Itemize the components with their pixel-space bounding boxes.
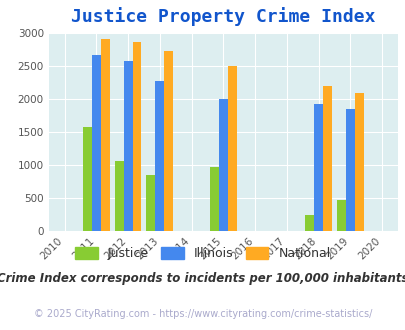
Bar [336, 200, 345, 231]
Bar [209, 167, 218, 231]
Bar [124, 61, 132, 231]
Bar [100, 39, 109, 231]
Bar [345, 109, 354, 231]
Bar [115, 161, 124, 231]
Text: © 2025 CityRating.com - https://www.cityrating.com/crime-statistics/: © 2025 CityRating.com - https://www.city… [34, 309, 371, 319]
Bar [227, 66, 236, 231]
Title: Justice Property Crime Index: Justice Property Crime Index [71, 7, 375, 26]
Bar [305, 214, 313, 231]
Bar [313, 104, 322, 231]
Bar [132, 42, 141, 231]
Bar [92, 55, 100, 231]
Legend: Justice, Illinois, National: Justice, Illinois, National [70, 242, 335, 265]
Text: Crime Index corresponds to incidents per 100,000 inhabitants: Crime Index corresponds to incidents per… [0, 272, 405, 285]
Bar [146, 175, 155, 231]
Bar [83, 127, 92, 231]
Bar [322, 86, 331, 231]
Bar [354, 93, 363, 231]
Bar [164, 51, 173, 231]
Bar [218, 99, 227, 231]
Bar [155, 81, 164, 231]
